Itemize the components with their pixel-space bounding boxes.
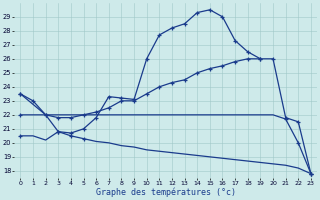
X-axis label: Graphe des températures (°c): Graphe des températures (°c) — [96, 188, 236, 197]
